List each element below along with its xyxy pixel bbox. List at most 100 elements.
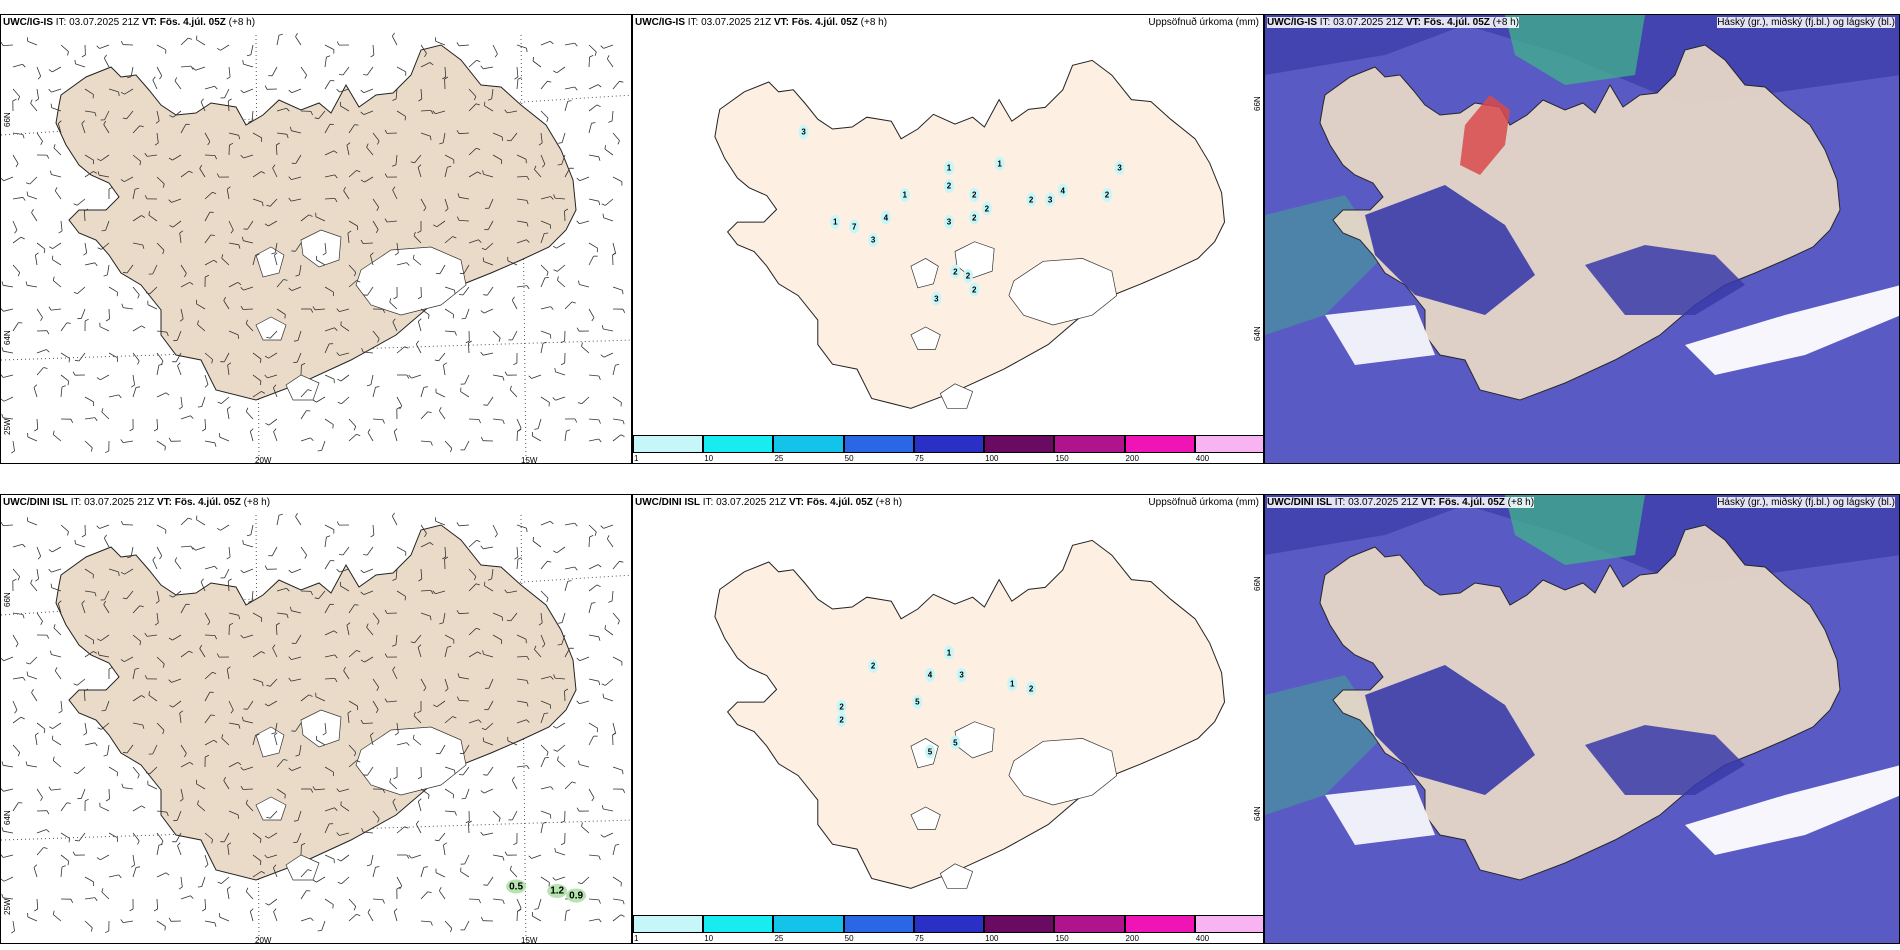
wind-barb-flag <box>384 129 388 134</box>
wind-barb-flag <box>122 271 128 274</box>
wind-barb <box>223 832 230 842</box>
precip-blob <box>981 201 992 216</box>
wind-barb <box>561 612 566 623</box>
wind-barb-flag <box>622 789 626 793</box>
field-title: Uppsöfnuð úrkoma (mm) <box>1148 497 1259 508</box>
wind-barb-flag <box>571 781 576 784</box>
wind-barb <box>132 286 140 296</box>
wind-barb <box>57 123 62 134</box>
wind-barb-flag <box>480 351 484 356</box>
wind-barb-flag <box>445 688 449 692</box>
lat-label: 64N <box>3 810 12 825</box>
wind-barb <box>540 560 548 570</box>
wind-barb <box>300 694 310 702</box>
wind-barb-flag <box>304 555 308 559</box>
wind-barb <box>220 524 230 531</box>
wind-barb <box>228 242 239 246</box>
wind-barb <box>348 744 357 753</box>
wind-barb <box>348 220 358 227</box>
wind-barb-flag <box>557 164 562 166</box>
wind-barb-flag <box>46 154 50 159</box>
glacier <box>285 854 320 881</box>
wind-barb-flag <box>370 732 374 736</box>
wind-barb <box>395 154 398 165</box>
wind-barb <box>228 66 231 77</box>
wind-barb-flag <box>552 725 557 729</box>
wind-barb <box>324 374 335 380</box>
gust-blob <box>506 879 527 894</box>
wind-barb-flag <box>229 622 234 626</box>
wind-barb-flag <box>158 363 163 366</box>
wind-barb <box>132 832 140 842</box>
wind-barb-flag <box>498 817 501 822</box>
wind-barb <box>228 546 231 557</box>
wind-barb-flag <box>333 150 338 154</box>
wind-barb-flag <box>266 336 271 339</box>
wind-barb <box>516 44 527 49</box>
wind-barb <box>442 132 446 143</box>
glacier <box>255 246 285 278</box>
wind-barb <box>172 220 182 228</box>
wind-barb-flag <box>226 666 231 670</box>
vt-value: Fös. 4.júl. 05Z <box>159 17 226 28</box>
wind-barb <box>516 176 528 178</box>
wind-barb <box>372 612 380 622</box>
wind-barb <box>324 327 335 332</box>
lon-label: 15W <box>521 936 538 944</box>
wind-barb-flag <box>461 798 466 800</box>
wind-barb <box>540 590 549 599</box>
wind-barb-flag <box>356 170 361 173</box>
wind-barb <box>603 832 614 838</box>
wind-barb <box>227 365 230 376</box>
wind-barb <box>537 418 542 429</box>
precip-blob <box>969 210 980 225</box>
wind-barb-flag <box>606 55 610 59</box>
wind-barb-flag <box>360 719 364 724</box>
it-label: IT: <box>1319 17 1331 28</box>
wind-barb <box>271 546 278 556</box>
wind-barb <box>579 700 590 705</box>
wind-barb-flag <box>1 878 5 882</box>
wind-barb <box>435 392 446 398</box>
wind-barb-flag <box>553 269 558 272</box>
wind-barb-flag <box>483 404 488 406</box>
wind-barb <box>3 308 14 312</box>
wind-barb <box>579 176 590 182</box>
wind-barb-flag <box>190 545 194 550</box>
wind-barb-flag <box>340 801 342 806</box>
wind-barb <box>603 352 614 358</box>
wind-barb <box>348 264 357 273</box>
wind-barb <box>291 88 302 94</box>
wind-barb <box>295 516 302 526</box>
wind-barb-flag <box>541 163 546 168</box>
wind-barb <box>492 854 503 858</box>
wind-barb <box>324 898 334 905</box>
wind-barb <box>444 330 456 333</box>
wind-barb-flag <box>97 638 101 642</box>
wind-barb <box>396 110 406 117</box>
wind-barb <box>554 677 566 680</box>
wind-barb-flag <box>238 615 241 620</box>
wind-barb <box>195 66 206 71</box>
wind-barb <box>396 242 399 253</box>
wind-barb <box>156 392 167 398</box>
wind-barb <box>156 110 160 121</box>
wind-barb <box>245 803 254 812</box>
wind-barb-flag <box>135 866 141 868</box>
wind-barb-flag <box>154 622 159 626</box>
wind-barb-flag <box>105 930 109 934</box>
wind-barb-flag <box>245 799 248 804</box>
wind-barb-flag <box>552 877 556 881</box>
legend-tick-label: 150 <box>1055 454 1069 463</box>
wind-barb-flag <box>134 667 139 670</box>
wind-barb-flag <box>48 549 53 553</box>
wind-panel-row1: UWC/IG-IS IT: 03.07.2025 21Z VT: Fös. 4.… <box>0 14 632 464</box>
wind-barb-flag <box>566 429 571 432</box>
wind-barb <box>487 876 494 886</box>
wind-barb <box>252 391 262 398</box>
wind-barb-flag <box>81 534 86 538</box>
legend-tick-label: 200 <box>1125 934 1139 943</box>
wind-barb-flag <box>259 860 262 866</box>
wind-barb-flag <box>526 680 529 685</box>
wind-barb <box>458 700 470 702</box>
